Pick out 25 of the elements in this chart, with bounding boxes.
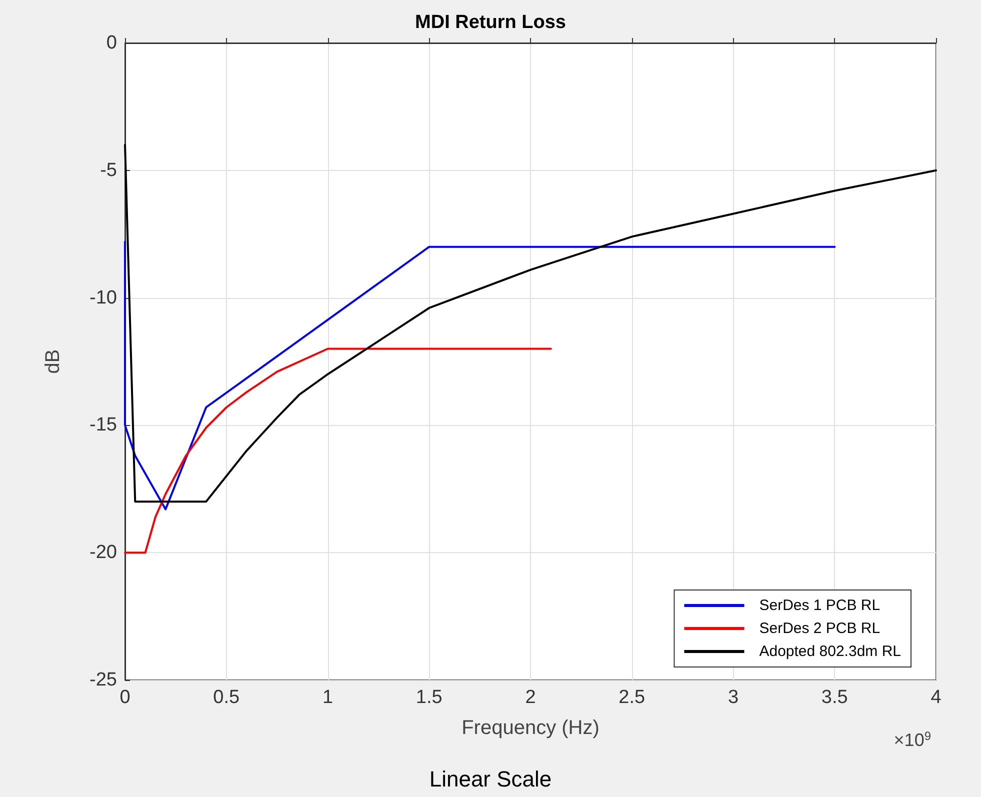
x-axis-title: Frequency (Hz) xyxy=(462,717,600,739)
x-tick-label: 0 xyxy=(120,687,130,708)
line-series xyxy=(124,348,552,554)
x-tick-label: 4 xyxy=(930,687,942,708)
line-series xyxy=(124,144,937,503)
legend-label: SerDes 1 PCB RL xyxy=(759,597,880,614)
x-tick-label: 3 xyxy=(728,687,739,708)
y-tick-label: -15 xyxy=(90,414,117,436)
line-series xyxy=(124,240,836,510)
chart-title: MDI Return Loss xyxy=(415,12,566,33)
y-tick-label: -25 xyxy=(90,670,117,690)
x-tick-label: 2 xyxy=(525,687,536,708)
x-tick-label: 3.5 xyxy=(821,687,848,708)
legend-label: SerDes 2 PCB RL xyxy=(759,620,880,637)
x-tick-label: 1.5 xyxy=(416,687,442,708)
x-tick-label: 1 xyxy=(322,687,334,708)
y-tick-label: -10 xyxy=(90,287,117,308)
legend-label: Adopted 802.3dm RL xyxy=(759,643,902,660)
x-tick-label: 0.5 xyxy=(213,687,240,708)
y-tick-label: -5 xyxy=(100,160,117,181)
x-tick-label: 2.5 xyxy=(618,687,646,708)
y-axis-title: dB xyxy=(42,349,64,374)
text: Linear Scale xyxy=(429,766,552,792)
y-tick-label: 0 xyxy=(106,32,117,54)
y-tick-label: -20 xyxy=(90,542,117,564)
